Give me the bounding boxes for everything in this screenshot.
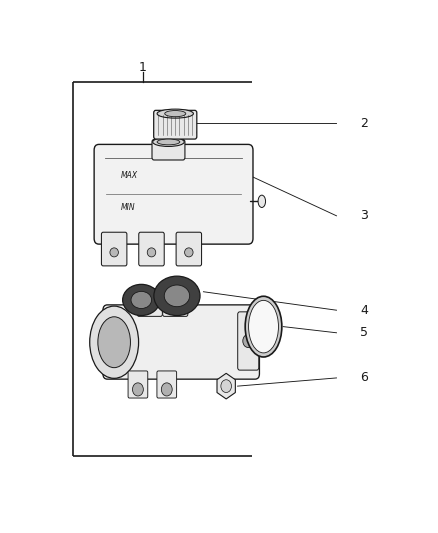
Ellipse shape (131, 292, 152, 309)
FancyBboxPatch shape (139, 232, 164, 266)
FancyBboxPatch shape (102, 232, 127, 266)
Text: 5: 5 (360, 326, 368, 340)
Ellipse shape (154, 276, 200, 316)
Circle shape (243, 334, 254, 348)
FancyBboxPatch shape (238, 312, 259, 370)
Ellipse shape (138, 288, 162, 295)
Text: 2: 2 (360, 117, 368, 130)
Ellipse shape (169, 290, 182, 294)
Ellipse shape (110, 248, 118, 257)
Ellipse shape (154, 129, 197, 136)
FancyBboxPatch shape (162, 290, 188, 317)
Text: 6: 6 (360, 372, 368, 384)
Ellipse shape (184, 248, 193, 257)
Text: 4: 4 (360, 304, 368, 317)
Ellipse shape (147, 248, 156, 257)
Ellipse shape (163, 288, 187, 295)
FancyBboxPatch shape (94, 144, 253, 244)
Ellipse shape (143, 290, 156, 294)
Circle shape (221, 379, 231, 392)
Ellipse shape (157, 139, 180, 145)
Ellipse shape (258, 195, 265, 207)
Circle shape (161, 383, 172, 396)
Ellipse shape (98, 317, 131, 368)
Text: 1: 1 (139, 61, 147, 74)
FancyBboxPatch shape (154, 110, 197, 139)
Ellipse shape (164, 285, 190, 306)
Ellipse shape (90, 306, 138, 378)
FancyBboxPatch shape (152, 140, 185, 160)
Text: MAX: MAX (121, 172, 138, 180)
FancyBboxPatch shape (176, 232, 201, 266)
Polygon shape (217, 373, 235, 399)
Ellipse shape (249, 301, 279, 353)
Ellipse shape (153, 138, 184, 147)
Ellipse shape (157, 109, 194, 118)
FancyBboxPatch shape (103, 305, 259, 379)
FancyBboxPatch shape (137, 290, 162, 317)
Text: 3: 3 (360, 209, 368, 222)
FancyBboxPatch shape (157, 371, 177, 398)
Circle shape (132, 383, 143, 396)
Ellipse shape (245, 296, 282, 357)
FancyBboxPatch shape (128, 371, 148, 398)
Ellipse shape (165, 110, 186, 117)
Ellipse shape (123, 284, 160, 316)
Text: MIN: MIN (121, 203, 136, 212)
